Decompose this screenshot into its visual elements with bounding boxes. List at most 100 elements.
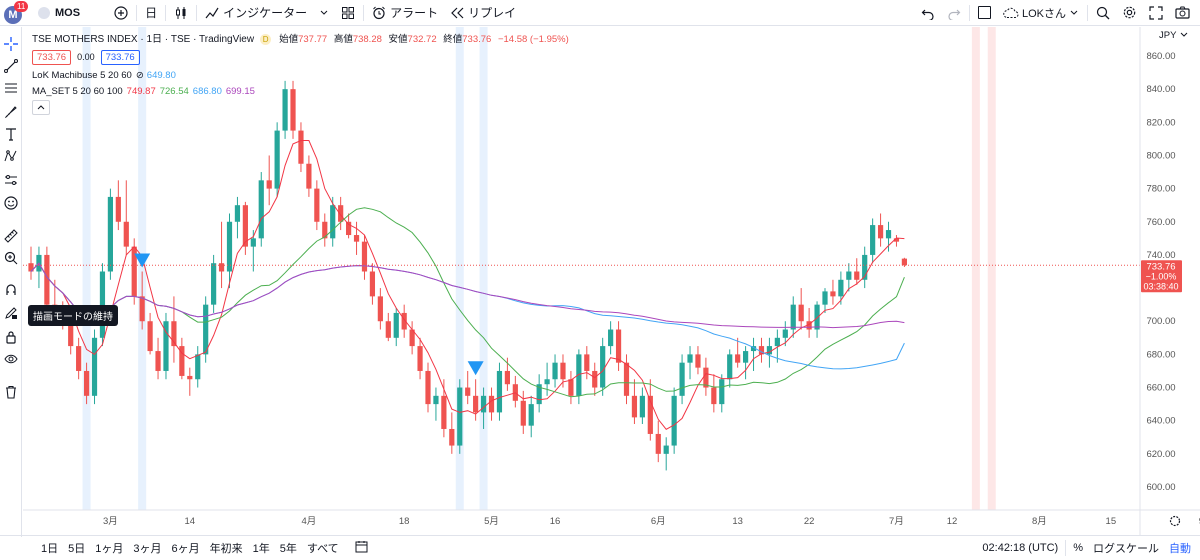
sell-button[interactable]: 733.76 — [32, 49, 72, 65]
price-tick-label: 800.00 — [1146, 150, 1175, 161]
magnet-tool[interactable] — [2, 281, 20, 299]
range-button[interactable]: すべて — [306, 543, 339, 555]
date-range-button[interactable] — [350, 540, 373, 556]
candle-body — [163, 321, 169, 371]
range-button[interactable]: 3ヶ月 — [133, 543, 162, 555]
low-label: 安値 — [388, 33, 408, 45]
legend-collapse-row — [32, 99, 569, 115]
chevron-up-icon — [37, 105, 45, 110]
range-button[interactable]: 6ヶ月 — [171, 543, 200, 555]
ruler-icon — [4, 229, 18, 243]
undo-button[interactable] — [915, 0, 941, 26]
log-scale-toggle[interactable]: ログスケール — [1093, 543, 1159, 555]
divider — [196, 4, 198, 21]
time-tick-label: 18 — [399, 516, 410, 527]
divider — [165, 4, 167, 21]
layouts-button[interactable] — [335, 0, 361, 26]
remove-drawings-tool[interactable] — [2, 383, 20, 401]
range-button[interactable]: 1日 — [41, 543, 59, 555]
ma20-value: 726.54 — [159, 85, 189, 97]
interval-button[interactable]: 日 — [139, 0, 163, 26]
trendline-tool[interactable] — [2, 57, 20, 75]
candle-body — [147, 321, 153, 352]
ma-line-20 — [30, 207, 905, 398]
collapse-legend-button[interactable] — [32, 99, 50, 115]
templates-dropdown[interactable] — [313, 0, 335, 26]
signal-band-blue — [82, 27, 91, 510]
fib-tool[interactable] — [2, 79, 20, 97]
pattern-tool[interactable] — [2, 147, 20, 165]
price-chart[interactable]: 600.00620.00640.00660.00680.00700.00720.… — [23, 27, 1200, 535]
rewind-icon — [450, 7, 464, 19]
fullscreen-button[interactable] — [1143, 0, 1169, 26]
axis-settings-button[interactable] — [1169, 515, 1181, 527]
candle-body — [655, 433, 661, 454]
range-button[interactable]: 5年 — [279, 543, 297, 555]
candle-body — [877, 225, 884, 239]
time-tick-label: 4月 — [302, 516, 317, 527]
candle-body — [520, 400, 526, 426]
camera-icon — [1175, 6, 1190, 19]
user-avatar[interactable]: M 11 — [4, 0, 29, 24]
alert-button[interactable]: アラート — [366, 0, 444, 26]
currency-label[interactable]: JPY — [1159, 30, 1177, 41]
range-button[interactable]: 年初来 — [209, 543, 243, 555]
compare-button[interactable] — [108, 0, 134, 26]
symbol-search-button[interactable]: MOS — [32, 0, 86, 26]
trash-icon — [6, 385, 16, 399]
auto-scale-toggle[interactable]: 自動 — [1169, 543, 1191, 555]
range-button[interactable]: 5日 — [68, 543, 86, 555]
clock-time[interactable]: 02:42:18 (UTC) — [982, 542, 1059, 554]
snapshot-button[interactable] — [1169, 0, 1196, 26]
emoji-tool[interactable] — [2, 194, 20, 212]
text-icon — [6, 128, 16, 141]
candle-body — [719, 379, 725, 405]
price-tick-label: 640.00 — [1146, 416, 1175, 427]
crosshair-icon — [4, 37, 18, 51]
brush-tool[interactable] — [2, 103, 20, 121]
lock-drawings-tool[interactable] — [2, 328, 20, 346]
pattern-icon — [4, 150, 17, 162]
signal-band-red — [971, 27, 980, 510]
range-button[interactable]: 1年 — [252, 543, 270, 555]
zoom-tool[interactable] — [2, 249, 20, 267]
buy-button[interactable]: 733.76 — [100, 49, 140, 65]
percent-toggle[interactable]: % — [1073, 542, 1083, 554]
candle-body — [758, 346, 765, 355]
chart-type-button[interactable] — [168, 0, 194, 26]
range-button[interactable]: 1ヶ月 — [95, 543, 124, 555]
settings-button[interactable] — [1116, 0, 1143, 26]
candle-body — [282, 89, 288, 131]
candle-body — [592, 370, 598, 388]
prediction-tool[interactable] — [2, 171, 20, 189]
ohlc-values: 始値737.77 高値738.28 安値732.72 終値733.76 −14.… — [279, 34, 569, 45]
indicators-button[interactable]: インジケーター — [199, 0, 313, 26]
drawing-toolbar — [0, 27, 22, 537]
candle-body — [417, 346, 423, 371]
candle-body — [433, 395, 439, 405]
interval-label: 日 — [145, 6, 158, 20]
price-axis[interactable]: 600.00620.00640.00660.00680.00700.00720.… — [1146, 51, 1175, 493]
candle-body — [409, 329, 415, 347]
candle-body — [361, 241, 368, 272]
candle-body — [322, 221, 328, 239]
hide-drawings-tool[interactable] — [2, 350, 20, 368]
candle-body — [544, 379, 550, 385]
redo-button[interactable] — [941, 0, 967, 26]
text-tool[interactable] — [2, 125, 20, 143]
ruler-tool[interactable] — [2, 227, 20, 245]
replay-button[interactable]: リプレイ — [444, 0, 522, 26]
indicator-lok-value: 649.80 — [146, 69, 176, 81]
search-button[interactable] — [1090, 0, 1116, 26]
time-axis[interactable]: 3月 14 4月 18 5月 16 6月 13 22 7月 12 8月 15 9月 — [103, 516, 1200, 527]
indicator-maset-row[interactable]: MA_SET 5 20 60 100 749.87 726.54 686.80 … — [32, 83, 569, 99]
crosshair-tool[interactable] — [2, 35, 20, 53]
smiley-icon — [4, 196, 18, 210]
trade-row: 733.76 0.00 733.76 — [32, 47, 569, 67]
layout-name-button[interactable]: LOKさん — [997, 0, 1085, 26]
indicator-lok-row[interactable]: LoK Machibuse 5 20 60 ⊘ 649.80 — [32, 67, 569, 83]
stay-drawing-mode-tool[interactable] — [2, 304, 20, 322]
high-label: 高値 — [333, 33, 353, 45]
time-tick-label: 16 — [550, 516, 561, 527]
select-layout-button[interactable] — [972, 0, 997, 26]
